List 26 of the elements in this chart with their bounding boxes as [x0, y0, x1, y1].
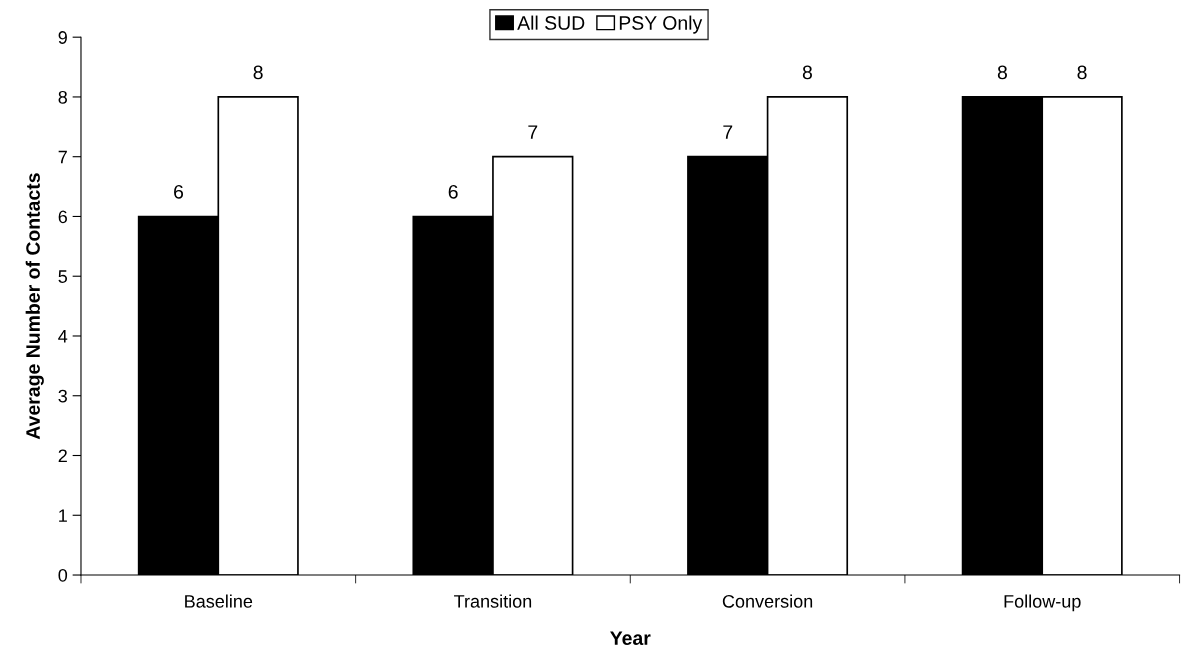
- y-tick-label: 6: [58, 210, 67, 224]
- data-label: 6: [174, 184, 184, 199]
- data-label: 8: [997, 65, 1007, 80]
- y-tick-label: 1: [59, 509, 67, 522]
- data-label: 8: [1077, 65, 1087, 80]
- y-tick-label: 2: [58, 449, 67, 463]
- y-tick-label: 9: [58, 31, 67, 44]
- data-label: 8: [802, 65, 812, 80]
- x-tick-label: Baseline: [185, 594, 253, 608]
- y-tick-label: 7: [58, 150, 67, 164]
- y-tick-label: 8: [58, 90, 68, 104]
- data-label: 6: [448, 184, 458, 199]
- legend-label: PSY Only: [619, 15, 703, 34]
- x-tick-label: Conversion: [722, 594, 813, 608]
- y-tick-label: 3: [58, 389, 67, 403]
- x-tick-label: Follow-up: [1004, 594, 1081, 612]
- legend-label: All SUD: [517, 15, 585, 30]
- y-axis-title: Average Number of Contacts: [25, 173, 44, 440]
- x-axis-title: Year: [610, 631, 651, 646]
- y-tick-label: 5: [58, 270, 68, 283]
- y-tick-label: 4: [58, 330, 68, 343]
- y-tick-label: 0: [58, 568, 68, 582]
- data-label: 8: [253, 65, 263, 80]
- data-label: 7: [723, 125, 733, 139]
- data-label: 7: [528, 125, 538, 139]
- x-tick-label: Transition: [454, 594, 532, 608]
